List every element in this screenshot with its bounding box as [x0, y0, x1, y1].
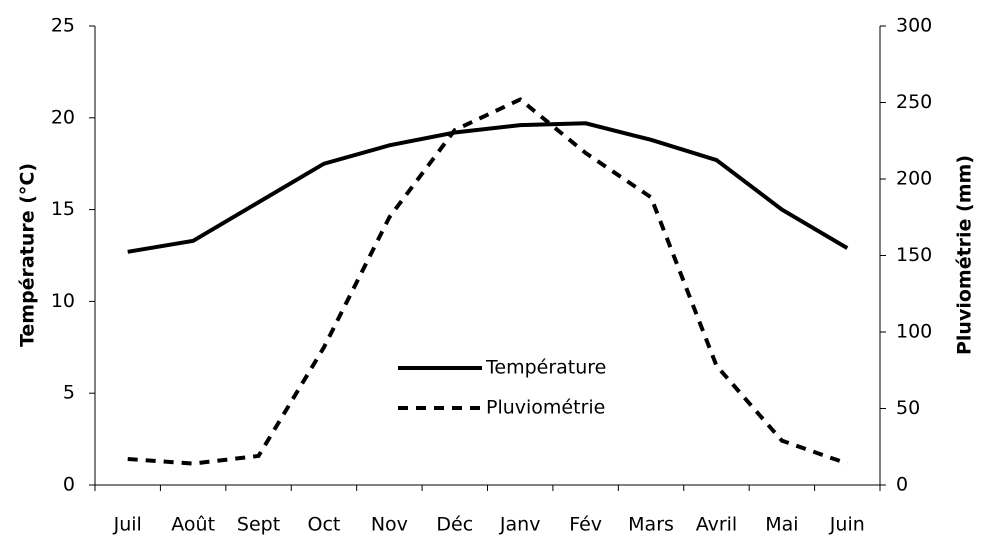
- y2-tick-label: 200: [896, 168, 932, 190]
- x-tick-label: Août: [171, 514, 215, 536]
- y-axis-label: Température (°C): [17, 163, 39, 347]
- y2-tick-label: 250: [896, 91, 932, 113]
- y2-axis-label: Pluviométrie (mm): [954, 155, 976, 355]
- series-line: [127, 97, 848, 466]
- y-tick-label: 10: [51, 290, 75, 312]
- x-tick-label: Juin: [829, 514, 865, 536]
- y2-tick-label: 0: [896, 474, 908, 496]
- x-tick-label: Fév: [569, 514, 602, 536]
- x-tick-label: Mai: [765, 514, 798, 536]
- x-tick-label: Avril: [696, 514, 738, 536]
- x-tick-label: Nov: [371, 514, 408, 536]
- x-tick-label: Mars: [628, 514, 674, 536]
- x-tick-label: Juil: [113, 514, 142, 536]
- y2-tick-label: 300: [896, 15, 932, 37]
- y-tick-label: 25: [51, 15, 75, 37]
- y-tick-label: 15: [51, 198, 75, 220]
- series-line: [127, 121, 849, 254]
- y2-tick-label: 50: [896, 397, 920, 419]
- legend-label: Pluviométrie: [486, 397, 605, 419]
- y-tick-label: 5: [63, 382, 75, 404]
- x-tick-label: Janv: [499, 514, 541, 536]
- y2-tick-label: 100: [896, 321, 932, 343]
- y2-tick-label: 150: [896, 244, 932, 266]
- x-tick-label: Sept: [237, 514, 280, 536]
- y-tick-label: 20: [51, 106, 75, 128]
- y-tick-label: 0: [63, 474, 75, 496]
- legend-label: Température: [485, 357, 606, 379]
- x-tick-label: Oct: [308, 514, 341, 536]
- x-tick-label: Déc: [436, 514, 473, 536]
